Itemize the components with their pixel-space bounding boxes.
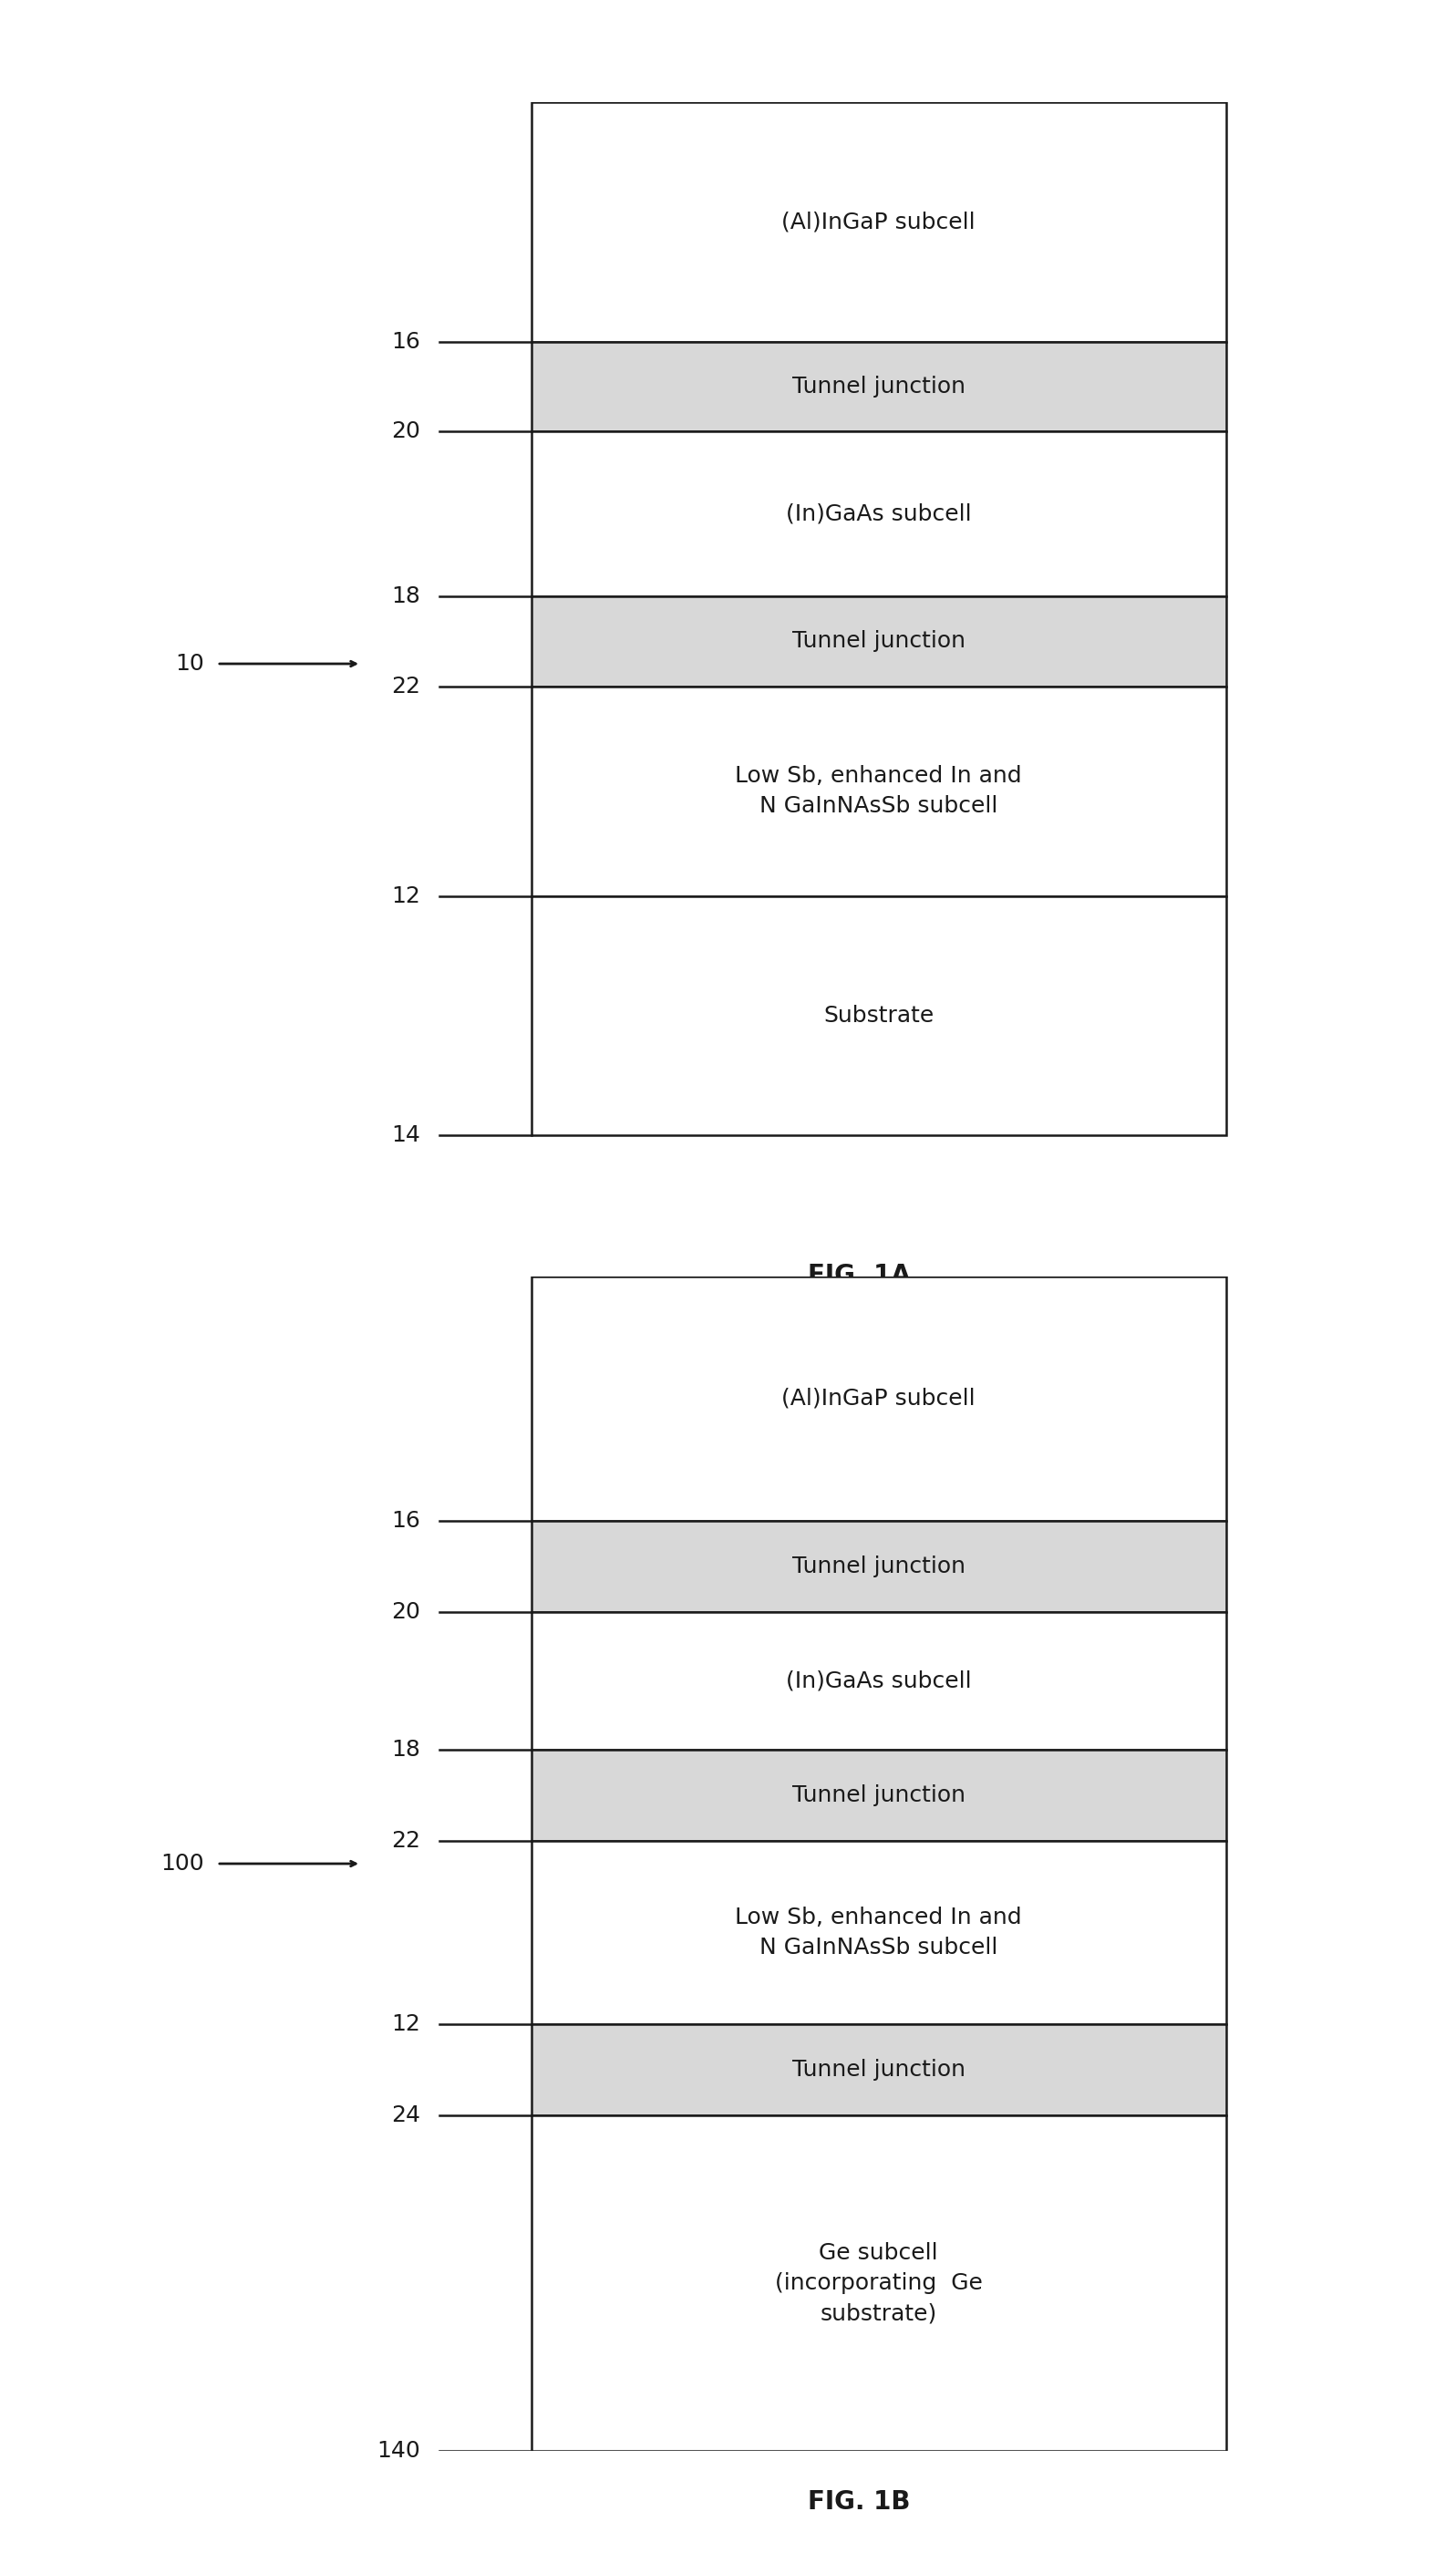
- Text: (In)GaAs subcell: (In)GaAs subcell: [786, 503, 971, 526]
- Text: Tunnel junction: Tunnel junction: [792, 631, 965, 651]
- Bar: [531, 1276, 1226, 1522]
- Text: 20: 20: [392, 421, 419, 442]
- Bar: [531, 1611, 1226, 1749]
- Text: Low Sb, enhanced In and
N GaInNAsSb subcell: Low Sb, enhanced In and N GaInNAsSb subc…: [735, 1907, 1022, 1958]
- Bar: [531, 687, 1226, 896]
- Text: 12: 12: [392, 886, 419, 906]
- Text: (Al)InGaP subcell: (Al)InGaP subcell: [782, 1389, 976, 1409]
- Bar: [531, 431, 1226, 597]
- Text: Tunnel junction: Tunnel junction: [792, 2058, 965, 2081]
- Text: 16: 16: [392, 1509, 419, 1532]
- Text: Tunnel junction: Tunnel junction: [792, 1555, 965, 1578]
- Text: FIG. 1A: FIG. 1A: [808, 1264, 910, 1289]
- Text: Tunnel junction: Tunnel junction: [792, 375, 965, 398]
- Text: FIG. 1B: FIG. 1B: [808, 2489, 910, 2515]
- Text: 22: 22: [390, 1831, 419, 1851]
- Bar: [531, 597, 1226, 687]
- Text: Tunnel junction: Tunnel junction: [792, 1785, 965, 1805]
- Text: 16: 16: [392, 332, 419, 352]
- Bar: [531, 1749, 1226, 1841]
- Bar: [531, 2116, 1226, 2451]
- Text: 18: 18: [392, 585, 419, 608]
- Bar: [531, 1841, 1226, 2025]
- Text: (In)GaAs subcell: (In)GaAs subcell: [786, 1670, 971, 1693]
- Bar: [531, 1522, 1226, 1611]
- Text: 20: 20: [392, 1601, 419, 1624]
- Text: Low Sb, enhanced In and
N GaInNAsSb subcell: Low Sb, enhanced In and N GaInNAsSb subc…: [735, 766, 1022, 817]
- Text: 22: 22: [390, 677, 419, 697]
- Text: 140: 140: [377, 2441, 419, 2461]
- Text: 100: 100: [160, 1853, 204, 1874]
- Text: 10: 10: [175, 654, 204, 674]
- Bar: [531, 896, 1226, 1136]
- Text: (Al)InGaP subcell: (Al)InGaP subcell: [782, 212, 976, 232]
- Text: Substrate: Substrate: [824, 1006, 933, 1026]
- Text: 14: 14: [392, 1126, 419, 1146]
- Bar: [531, 2025, 1226, 2116]
- Bar: [531, 342, 1226, 431]
- Text: 24: 24: [390, 2104, 419, 2127]
- Text: 12: 12: [392, 2012, 419, 2035]
- Text: 18: 18: [392, 1739, 419, 1759]
- Text: Ge subcell
(incorporating  Ge
substrate): Ge subcell (incorporating Ge substrate): [775, 2242, 983, 2326]
- Bar: [531, 102, 1226, 342]
